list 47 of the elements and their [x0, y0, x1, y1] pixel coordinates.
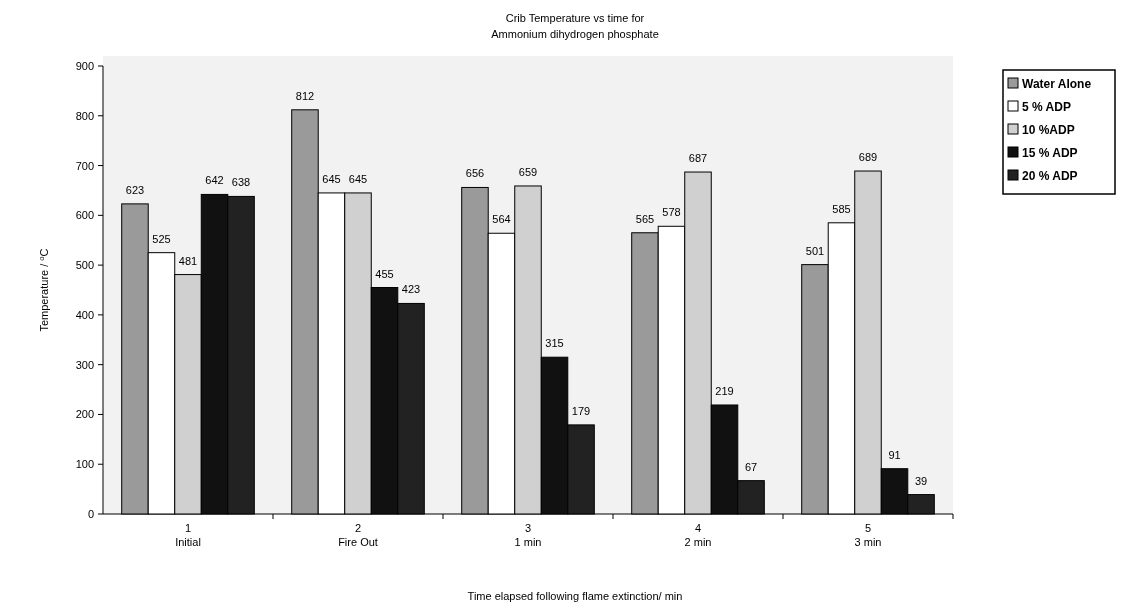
y-tick-label: 700 [75, 159, 94, 172]
data-label: 687 [688, 152, 708, 165]
x-axis-title: Time elapsed following flame extinction/ min [467, 590, 683, 602]
data-label: 315 [545, 337, 564, 350]
y-tick-label: 800 [75, 109, 94, 122]
y-tick-label: 300 [75, 358, 94, 371]
legend-label: 10 %ADP [1022, 123, 1075, 137]
y-tick-label: 500 [75, 259, 94, 272]
data-label: 455 [375, 267, 394, 280]
legend-label: 5 % ADP [1022, 100, 1071, 114]
data-label: 423 [401, 283, 421, 296]
legend-label: 20 % ADP [1022, 169, 1078, 183]
y-tick-label: 400 [75, 308, 94, 321]
data-label: 642 [205, 174, 224, 187]
x-tick-label: 4 2 min [684, 522, 712, 548]
data-label: 67 [744, 460, 758, 473]
data-label: 578 [662, 206, 681, 219]
x-tick-label: 2 Fire Out [338, 522, 378, 548]
y-tick-label: 200 [75, 408, 94, 421]
data-label: 481 [178, 254, 198, 267]
data-label: 39 [914, 474, 928, 487]
x-tick-label: 3 1 min [514, 522, 542, 548]
data-label: 91 [888, 448, 901, 461]
y-tick-label: 0 [87, 508, 94, 520]
data-label: 565 [635, 212, 655, 225]
data-label: 179 [571, 404, 591, 417]
chart-title: Crib Temperature vs time for Ammonium dihydrogen phosphate [491, 12, 659, 40]
data-label: 812 [295, 89, 315, 102]
data-label: 219 [715, 384, 734, 397]
data-label: 656 [465, 167, 485, 180]
data-label: 659 [518, 165, 538, 178]
data-label: 564 [492, 213, 511, 226]
data-label: 623 [125, 183, 145, 196]
data-label: 645 [348, 172, 368, 185]
y-tick-label: 900 [75, 60, 94, 72]
x-tick-label: 1 Initial [175, 522, 201, 548]
legend-label: Water Alone [1022, 77, 1092, 91]
y-tick-label: 600 [75, 209, 94, 222]
data-label: 525 [152, 232, 171, 245]
data-label: 689 [858, 151, 878, 164]
legend-label: 15 % ADP [1022, 146, 1078, 160]
data-label: 638 [231, 176, 251, 189]
x-tick-label: 5 3 min [854, 522, 882, 548]
data-label: 501 [805, 244, 825, 257]
y-tick-label: 100 [75, 458, 94, 471]
data-label: 585 [832, 202, 851, 215]
data-label: 645 [322, 172, 341, 185]
